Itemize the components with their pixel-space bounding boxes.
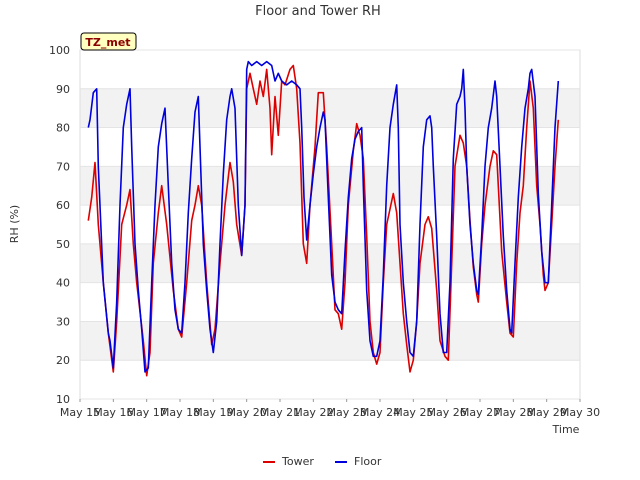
site-badge: TZ_met (80, 32, 137, 51)
x-tick-label: May 25 (393, 406, 433, 419)
series-line-tower (87, 64, 560, 377)
y-tick-label: 90 (56, 83, 70, 96)
legend-label-floor: Floor (354, 455, 382, 468)
y-tick-label: 30 (56, 315, 70, 328)
series-lines (87, 60, 560, 377)
x-tick-label: May 22 (293, 406, 333, 419)
y-tick-label: 40 (56, 277, 70, 290)
y-tick-label: 100 (49, 44, 70, 57)
x-tick-label: May 21 (260, 406, 300, 419)
y-tick-label: 20 (56, 354, 70, 367)
y-tick-label: 10 (56, 393, 70, 406)
x-tick-label: May 16 (93, 406, 133, 419)
x-tick-label: May 23 (327, 406, 367, 419)
legend-label-tower: Tower (281, 455, 314, 468)
x-tick-label: May 26 (427, 406, 467, 419)
y-tick-label: 60 (56, 199, 70, 212)
x-tick-label: May 17 (127, 406, 167, 419)
legend: Tower Floor (263, 455, 382, 468)
x-tick-label: May 24 (360, 406, 400, 419)
site-badge-label: TZ_met (85, 36, 130, 49)
x-tick-label: May 27 (460, 406, 500, 419)
x-axis-label: Time (552, 423, 580, 436)
x-tick-label: May 29 (527, 406, 567, 419)
y-axis-label: RH (%) (8, 205, 21, 243)
grid-bands (80, 88, 580, 361)
x-tick-label: May 15 (60, 406, 100, 419)
y-tick-label: 70 (56, 160, 70, 173)
x-tick-label: May 30 (560, 406, 600, 419)
x-tick-label: May 18 (160, 406, 200, 419)
grid-band (80, 321, 580, 361)
x-tick-label: May 20 (227, 406, 267, 419)
series-line-floor (87, 60, 560, 373)
y-tick-label: 80 (56, 122, 70, 135)
chart-title: Floor and Tower RH (255, 4, 381, 19)
y-tick-labels: 10 20 30 40 50 60 70 80 90 100 (49, 44, 70, 406)
x-tick-label: May 19 (193, 406, 233, 419)
grid-band (80, 88, 580, 128)
x-tick-label: May 28 (493, 406, 533, 419)
y-tick-label: 50 (56, 238, 70, 251)
site-badge-box (80, 32, 137, 51)
